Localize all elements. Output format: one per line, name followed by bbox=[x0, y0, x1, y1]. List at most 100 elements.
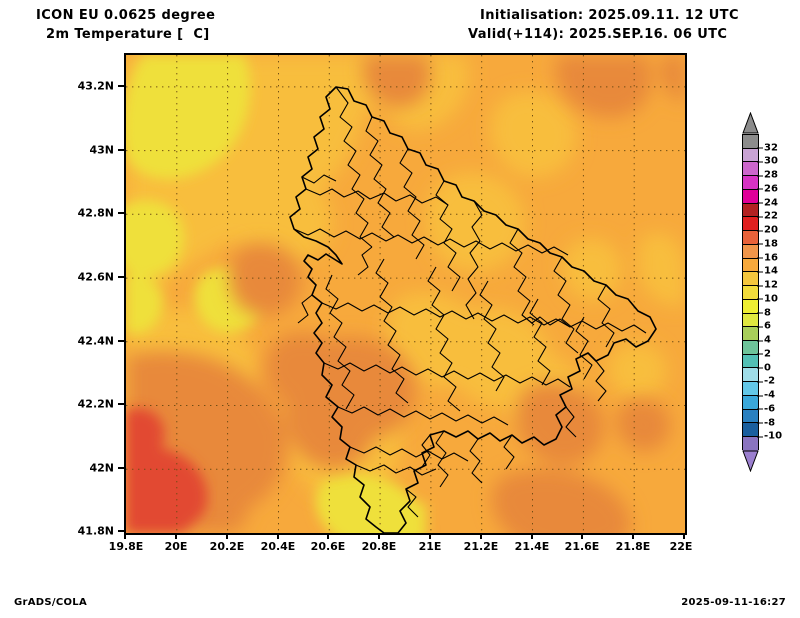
lon-tick bbox=[226, 533, 228, 539]
model-title-line1: ICON EU 0.0625 degree bbox=[36, 8, 216, 23]
colorbar-band bbox=[743, 217, 758, 232]
colorbar-tick-label: 22 bbox=[757, 210, 778, 222]
lat-label-43.2N: 43.2N bbox=[77, 79, 114, 93]
lon-label-21.2E: 21.2E bbox=[463, 540, 499, 553]
colorbar-tick-label: 16 bbox=[757, 252, 778, 264]
lon-tick bbox=[531, 533, 533, 539]
colorbar-tick-label: 24 bbox=[757, 197, 778, 209]
colorbar-tick-label: 30 bbox=[757, 155, 778, 167]
colorbar-arrow-top bbox=[742, 112, 759, 134]
colorbar-band bbox=[743, 148, 758, 163]
colorbar-tick-label: 26 bbox=[757, 183, 778, 195]
colorbar-tick-label: 18 bbox=[757, 238, 778, 250]
colorbar-tick-label: -10 bbox=[756, 430, 783, 442]
lat-label-42.2N: 42.2N bbox=[77, 397, 114, 411]
lat-tick bbox=[118, 467, 124, 469]
lon-tick bbox=[175, 533, 177, 539]
colorbar-tick-label: 6 bbox=[757, 320, 771, 332]
colorbar-tick-label: 2 bbox=[757, 348, 771, 360]
colorbar-tick-label: 0 bbox=[757, 362, 771, 374]
colorbar-tick-label: 10 bbox=[757, 293, 778, 305]
colorbar-tick-label: 14 bbox=[757, 265, 778, 277]
lat-label-43N: 43N bbox=[89, 143, 114, 157]
valid-time-label: Valid(+114): 2025.SEP.16. 06 UTC bbox=[468, 27, 728, 42]
colorbar-band bbox=[743, 176, 758, 190]
lat-tick bbox=[118, 212, 124, 214]
lon-label-20.4E: 20.4E bbox=[260, 540, 296, 553]
colorbar: 32 30 28 26 24 22 20 18 16 14 12 10 8 6 4 2 0 -2 -4 -6 -8 -10 bbox=[738, 112, 800, 472]
colorbar-band bbox=[743, 189, 758, 204]
colorbar-band bbox=[743, 313, 758, 328]
colorbar-band bbox=[743, 299, 758, 314]
model-title-line2: 2m Temperature [ C] bbox=[46, 27, 210, 42]
lon-label-21E: 21E bbox=[418, 540, 442, 553]
lat-tick bbox=[118, 340, 124, 342]
colorbar-band bbox=[743, 203, 758, 218]
lon-tick bbox=[327, 533, 329, 539]
lon-label-20.2E: 20.2E bbox=[209, 540, 245, 553]
colorbar-tick-label: 4 bbox=[757, 334, 771, 346]
colorbar-tick-label: 32 bbox=[757, 142, 778, 154]
colorbar-band bbox=[743, 341, 758, 355]
colorbar-band bbox=[743, 327, 758, 342]
colorbar-tick-label: 12 bbox=[757, 279, 778, 291]
colorbar-band bbox=[743, 244, 758, 259]
lon-tick bbox=[378, 533, 380, 539]
colorbar-tick-label: -2 bbox=[756, 375, 776, 387]
colorbar-band bbox=[743, 423, 758, 438]
colorbar-tick-label: 8 bbox=[757, 307, 771, 319]
timestamp-label: 2025-09-11-16:27 bbox=[681, 597, 786, 608]
colorbar-arrow-bottom bbox=[742, 450, 759, 472]
colorbar-bands bbox=[742, 134, 759, 451]
lon-tick bbox=[581, 533, 583, 539]
colorbar-band bbox=[743, 135, 758, 149]
colorbar-tick-label: 20 bbox=[757, 224, 778, 236]
colorbar-tick-label: 28 bbox=[757, 169, 778, 181]
lon-label-21.8E: 21.8E bbox=[615, 540, 651, 553]
colorbar-tick-label: -6 bbox=[756, 403, 776, 415]
colorbar-band bbox=[743, 162, 758, 177]
lon-label-22E: 22E bbox=[669, 540, 693, 553]
producer-label: GrADS/COLA bbox=[14, 597, 87, 608]
initialisation-label: Initialisation: 2025.09.11. 12 UTC bbox=[480, 8, 739, 23]
colorbar-band bbox=[743, 231, 758, 245]
colorbar-tick-label: -8 bbox=[756, 417, 776, 429]
lat-tick bbox=[118, 403, 124, 405]
colorbar-tick-label: -4 bbox=[756, 389, 776, 401]
colorbar-band bbox=[743, 354, 758, 369]
colorbar-band bbox=[743, 409, 758, 424]
lon-label-21.6E: 21.6E bbox=[564, 540, 600, 553]
lon-tick bbox=[429, 533, 431, 539]
lon-label-21.4E: 21.4E bbox=[514, 540, 550, 553]
lon-tick bbox=[683, 533, 685, 539]
lon-label-19.8E: 19.8E bbox=[108, 540, 144, 553]
colorbar-band bbox=[743, 382, 758, 396]
lat-tick bbox=[118, 85, 124, 87]
temperature-contour-map bbox=[126, 55, 685, 533]
colorbar-band bbox=[743, 272, 758, 287]
lon-label-20E: 20E bbox=[164, 540, 188, 553]
colorbar-band bbox=[743, 395, 758, 410]
lat-label-42.6N: 42.6N bbox=[77, 270, 114, 284]
band-20-22 bbox=[126, 408, 208, 533]
colorbar-band bbox=[743, 437, 758, 451]
lon-tick bbox=[277, 533, 279, 539]
lat-label-42.8N: 42.8N bbox=[77, 206, 114, 220]
colorbar-band bbox=[743, 286, 758, 300]
lon-tick bbox=[480, 533, 482, 539]
lat-tick bbox=[118, 149, 124, 151]
lat-tick bbox=[118, 276, 124, 278]
map-plot-area bbox=[124, 53, 687, 535]
lon-label-20.8E: 20.8E bbox=[361, 540, 397, 553]
lat-label-42.4N: 42.4N bbox=[77, 334, 114, 348]
colorbar-band bbox=[743, 368, 758, 383]
lat-tick bbox=[118, 530, 124, 532]
kosovo-national-border bbox=[289, 86, 657, 533]
lon-tick bbox=[124, 533, 126, 539]
lat-label-42N: 42N bbox=[89, 461, 114, 475]
lon-label-20.6E: 20.6E bbox=[310, 540, 346, 553]
lat-label-41.8N: 41.8N bbox=[77, 524, 114, 538]
municipality-boundaries bbox=[293, 86, 647, 518]
colorbar-band bbox=[743, 258, 758, 273]
lon-tick bbox=[632, 533, 634, 539]
